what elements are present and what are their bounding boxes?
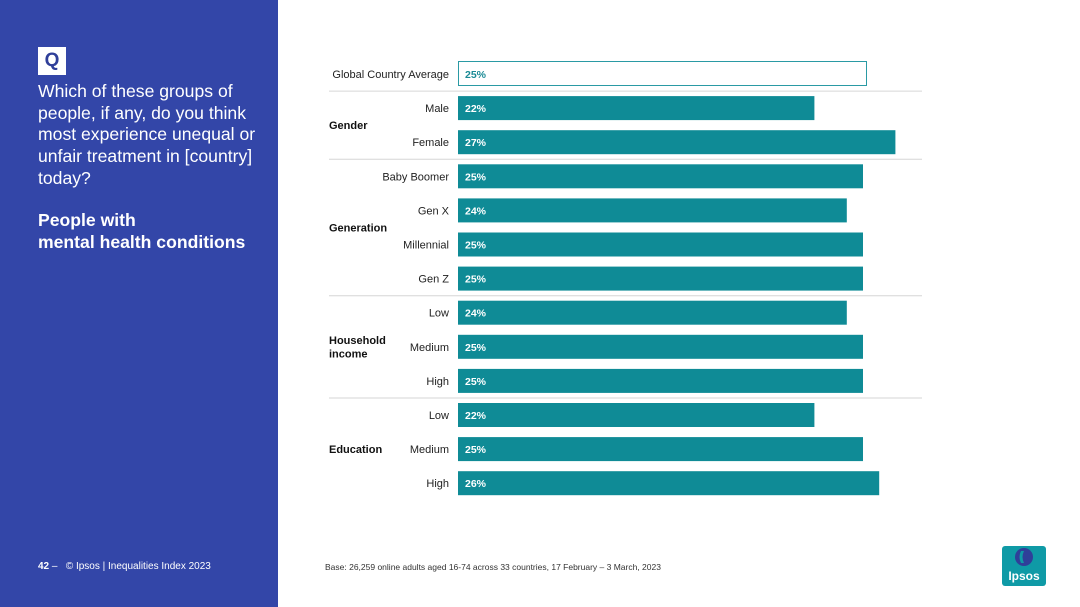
logo-mark bbox=[1019, 551, 1024, 563]
bar bbox=[458, 403, 815, 427]
logo-circle bbox=[1015, 548, 1033, 566]
bar-value-label: 24% bbox=[465, 308, 487, 320]
row-label: High bbox=[426, 478, 449, 490]
group-label-line: income bbox=[329, 348, 368, 360]
bar-value-label: 25% bbox=[465, 240, 487, 252]
bar bbox=[458, 266, 863, 291]
question-badge: Q bbox=[38, 47, 66, 75]
bar-value-label: 25% bbox=[465, 342, 487, 354]
logo-text: Ipsos bbox=[1008, 569, 1040, 583]
base-note: Base: 26,259 online adults aged 16-74 ac… bbox=[325, 562, 661, 572]
group-label-line: Household bbox=[329, 335, 386, 347]
average-value: 25% bbox=[465, 69, 487, 81]
bar bbox=[458, 232, 863, 257]
row-label: Medium bbox=[410, 342, 449, 354]
bar-value-label: 25% bbox=[465, 444, 487, 456]
row-label: Low bbox=[429, 308, 449, 320]
row-label: Baby Boomer bbox=[382, 171, 449, 183]
row-label: Male bbox=[425, 103, 449, 115]
bar bbox=[458, 334, 863, 359]
bar-value-label: 26% bbox=[465, 478, 487, 490]
bar-value-label: 25% bbox=[465, 171, 487, 183]
bar bbox=[458, 96, 815, 121]
bar bbox=[458, 300, 847, 325]
bar bbox=[458, 368, 863, 393]
page-number: 42 bbox=[38, 561, 50, 572]
row-label: Medium bbox=[410, 444, 449, 456]
subtitle: People with mental health conditions bbox=[38, 210, 270, 253]
subtitle-line-2: mental health conditions bbox=[38, 231, 246, 252]
question-text: Which of these groups of people, if any,… bbox=[38, 81, 256, 188]
bar bbox=[458, 130, 896, 155]
bar-value-label: 24% bbox=[465, 205, 487, 217]
left-panel: Q Which of these groups of people, if an… bbox=[0, 0, 278, 607]
average-bar bbox=[458, 61, 867, 86]
group-label: Household income bbox=[329, 335, 386, 361]
footer-separator: – bbox=[51, 561, 58, 572]
row-label: Gen X bbox=[418, 205, 450, 217]
group-label: Education bbox=[329, 444, 382, 456]
bar-value-label: 22% bbox=[465, 410, 487, 422]
average-label: Global Country Average bbox=[332, 69, 449, 81]
bar bbox=[458, 164, 863, 189]
row-label: Female bbox=[412, 137, 449, 149]
subtitle-line-1: People with bbox=[38, 210, 136, 230]
row-label: Low bbox=[429, 410, 449, 422]
row-label: Gen Z bbox=[418, 274, 449, 286]
bar-value-label: 22% bbox=[465, 103, 487, 115]
ipsos-logo: Ipsos bbox=[1002, 546, 1046, 586]
bar bbox=[458, 198, 847, 223]
bar-value-label: 27% bbox=[465, 137, 487, 149]
footer-source: 42 – © Ipsos | Inequalities Index 2023 bbox=[38, 561, 211, 572]
row-label: High bbox=[426, 376, 449, 388]
bar bbox=[458, 437, 863, 462]
group-label: Generation bbox=[329, 222, 387, 234]
row-label: Millennial bbox=[403, 240, 449, 252]
bar bbox=[458, 471, 880, 496]
group-label: Gender bbox=[329, 120, 368, 132]
bar-value-label: 25% bbox=[465, 274, 487, 286]
source-text: © Ipsos | Inequalities Index 2023 bbox=[65, 561, 211, 572]
bar-value-label: 25% bbox=[465, 376, 487, 388]
